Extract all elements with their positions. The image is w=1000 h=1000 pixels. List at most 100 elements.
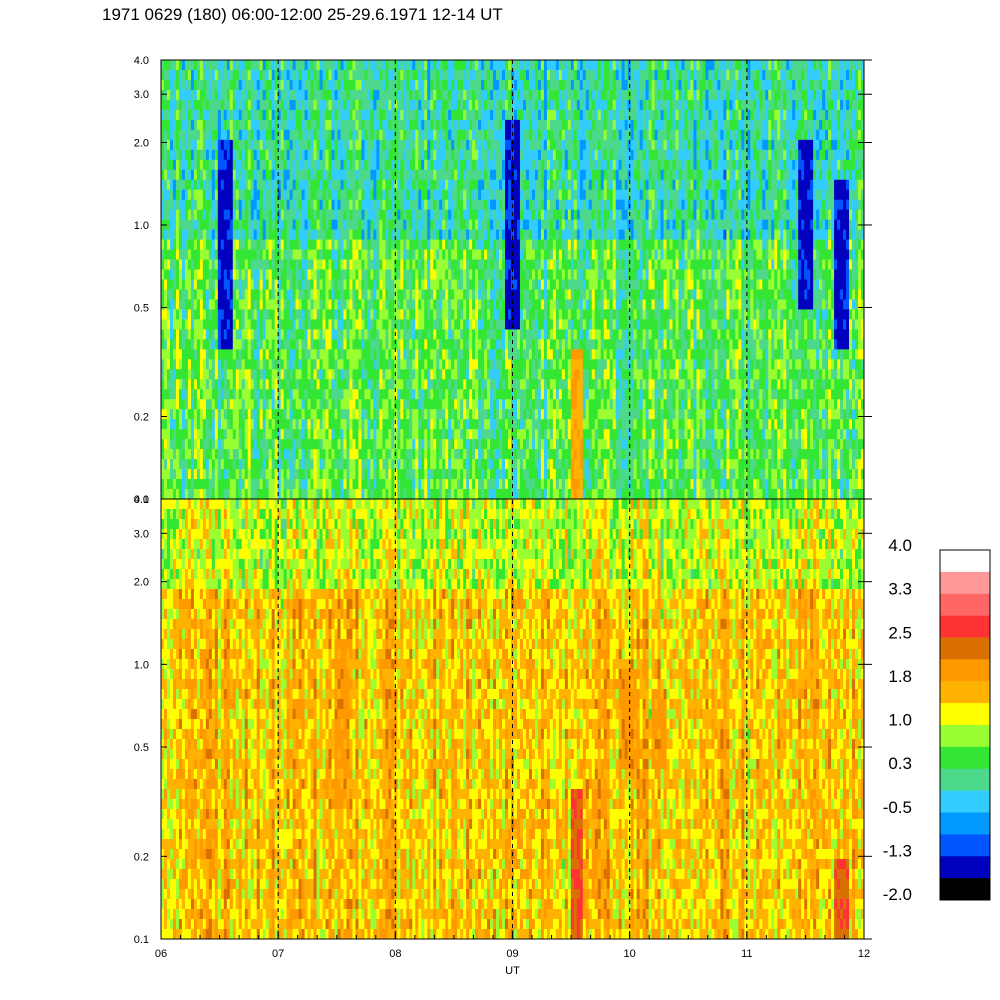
heatmap-cell [163, 409, 168, 420]
heatmap-cell [229, 379, 234, 390]
heatmap-cell [184, 459, 189, 470]
heatmap-cell [238, 439, 243, 450]
heatmap-cell [235, 159, 240, 171]
heatmap-cell [241, 279, 246, 291]
heatmap-cell [217, 289, 222, 301]
heatmap-cell [178, 79, 183, 91]
heatmap-cell [166, 129, 171, 141]
heatmap-cell [178, 249, 183, 261]
heatmap-cell [181, 99, 186, 111]
heatmap-cell [175, 69, 180, 81]
heatmap-cell [199, 149, 204, 161]
heatmap-cell [178, 379, 183, 390]
heatmap-cell [193, 269, 198, 281]
heatmap-cell [169, 349, 174, 360]
heatmap-cell [244, 209, 249, 221]
heatmap-cell [220, 69, 225, 81]
heatmap-cell [220, 209, 225, 221]
heatmap-cell [196, 199, 201, 211]
heatmap-cell [232, 139, 237, 151]
heatmap-cell [214, 369, 219, 380]
heatmap-cell [161, 409, 165, 420]
heatmap-cell [202, 289, 207, 301]
heatmap-cell [232, 369, 237, 380]
heatmap-cell [259, 289, 264, 301]
heatmap-cell [223, 429, 228, 440]
heatmap-cell [235, 149, 240, 161]
heatmap-cell [238, 319, 243, 330]
heatmap-cell [163, 479, 168, 490]
heatmap-cell [235, 349, 240, 360]
heatmap-cell [256, 489, 261, 499]
heatmap-cell [256, 339, 261, 350]
heatmap-cell [208, 139, 213, 151]
heatmap-cell [256, 169, 261, 181]
heatmap-cell [220, 399, 225, 410]
heatmap-cell [235, 449, 240, 460]
heatmap-cell [169, 469, 174, 480]
heatmap-cell [214, 399, 219, 410]
heatmap-cell [205, 449, 210, 460]
heatmap-cell [250, 109, 255, 121]
heatmap-cell [193, 159, 198, 171]
heatmap-cell [196, 419, 201, 430]
heatmap-cell [166, 389, 171, 400]
heatmap-cell [196, 279, 201, 291]
heatmap-cell [163, 149, 168, 161]
heatmap-cell [226, 369, 231, 380]
heatmap-cell [220, 299, 225, 311]
heatmap-cell [199, 489, 204, 499]
heatmap-cell [199, 359, 204, 370]
heatmap-cell [181, 129, 186, 141]
heatmap-cell [220, 479, 225, 490]
heatmap-cell [166, 119, 171, 131]
heatmap-cell [193, 239, 198, 251]
heatmap-cell [259, 439, 264, 450]
heatmap-cell [220, 179, 225, 191]
heatmap-cell [223, 419, 228, 430]
heatmap-cell [161, 449, 165, 460]
heatmap-cell [205, 459, 210, 470]
heatmap-cell [202, 299, 207, 311]
heatmap-cell [196, 179, 201, 191]
heatmap-cell [229, 329, 234, 340]
heatmap-cell [181, 239, 186, 251]
heatmap-cell [161, 299, 165, 311]
heatmap-cell [184, 299, 189, 311]
heatmap-cell [262, 439, 267, 450]
heatmap-cell [199, 399, 204, 410]
heatmap-cell [226, 259, 231, 271]
heatmap-cell [205, 469, 210, 480]
heatmap-cell [193, 139, 198, 151]
heatmap-cell [205, 419, 210, 430]
heatmap-cell [253, 399, 258, 410]
heatmap-cell [223, 319, 228, 330]
heatmap-cell [178, 159, 183, 171]
heatmap-cell [253, 459, 258, 470]
heatmap-cell [199, 449, 204, 460]
heatmap-cell [163, 449, 168, 460]
heatmap-cell [190, 179, 195, 191]
heatmap-cell [259, 189, 264, 201]
heatmap-cell [214, 449, 219, 460]
heatmap-cell [181, 359, 186, 370]
heatmap-cell [244, 219, 249, 231]
heatmap-cell [175, 199, 180, 211]
heatmap-cell [223, 449, 228, 460]
heatmap-cell [175, 429, 180, 440]
heatmap-cell [262, 469, 267, 480]
heatmap-cell [238, 279, 243, 291]
heatmap-cell [187, 299, 192, 311]
heatmap-cell [223, 209, 228, 221]
heatmap-cell [253, 419, 258, 430]
heatmap-cell [238, 309, 243, 321]
heatmap-cell [178, 189, 183, 201]
heatmap-cell [193, 319, 198, 330]
heatmap-cell [226, 339, 231, 350]
heatmap-cell [241, 119, 246, 131]
heatmap-cell [250, 169, 255, 181]
heatmap-cell [214, 249, 219, 261]
heatmap-cell [178, 299, 183, 311]
heatmap-cell [250, 459, 255, 470]
heatmap-cell [232, 179, 237, 191]
